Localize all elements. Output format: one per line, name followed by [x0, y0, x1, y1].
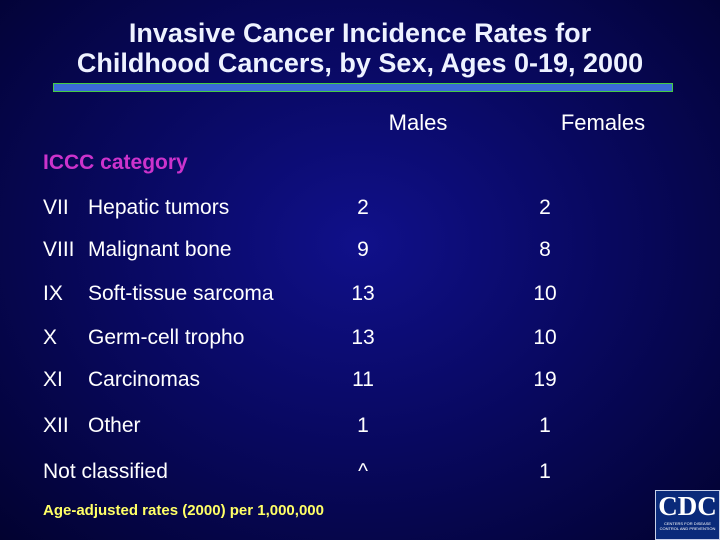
row-name: Other: [88, 414, 141, 437]
logo-text: CDC: [658, 491, 717, 521]
category-label: ICCC category: [43, 151, 188, 174]
row-name: Carcinomas: [88, 368, 201, 391]
females-value: 10: [533, 282, 557, 305]
males-value: 13: [351, 282, 375, 305]
row-name: Malignant bone: [88, 238, 232, 261]
males-value: 1: [357, 414, 369, 437]
row-name: Not classified: [43, 460, 168, 483]
row-code: VII: [43, 196, 69, 219]
column-header: Females: [560, 110, 646, 135]
females-value: 1: [539, 460, 551, 483]
females-value: 10: [533, 326, 557, 349]
row-code: XII: [43, 414, 69, 437]
column-header: Males: [388, 110, 448, 135]
logo-subtext: CENTERS FOR DISEASE CONTROL AND PREVENTI…: [659, 521, 716, 531]
title-rule: [53, 83, 673, 92]
males-value: 13: [351, 326, 375, 349]
females-value: 2: [539, 196, 551, 219]
row-code: VIII: [43, 238, 75, 261]
males-value: 2: [357, 196, 369, 219]
logo: CDC CENTERS FOR DISEASE CONTROL AND PREV…: [655, 490, 720, 540]
females-value: 8: [539, 238, 551, 261]
row-code: IX: [43, 282, 63, 305]
title-line: Childhood Cancers, by Sex, Ages 0-19, 20…: [76, 48, 644, 78]
females-value: 1: [539, 414, 551, 437]
row-name: Germ-cell tropho: [88, 326, 245, 349]
footnote: Age-adjusted rates (2000) per 1,000,000: [43, 502, 324, 519]
row-name: Hepatic tumors: [88, 196, 230, 219]
row-code: XI: [43, 368, 63, 391]
males-value: ^: [358, 460, 368, 483]
row-code: X: [43, 326, 58, 349]
row-name: Soft-tissue sarcoma: [88, 282, 274, 305]
females-value: 19: [533, 368, 557, 391]
title-line: Invasive Cancer Incidence Rates for: [128, 18, 592, 48]
males-value: 9: [357, 238, 369, 261]
males-value: 11: [352, 368, 374, 391]
